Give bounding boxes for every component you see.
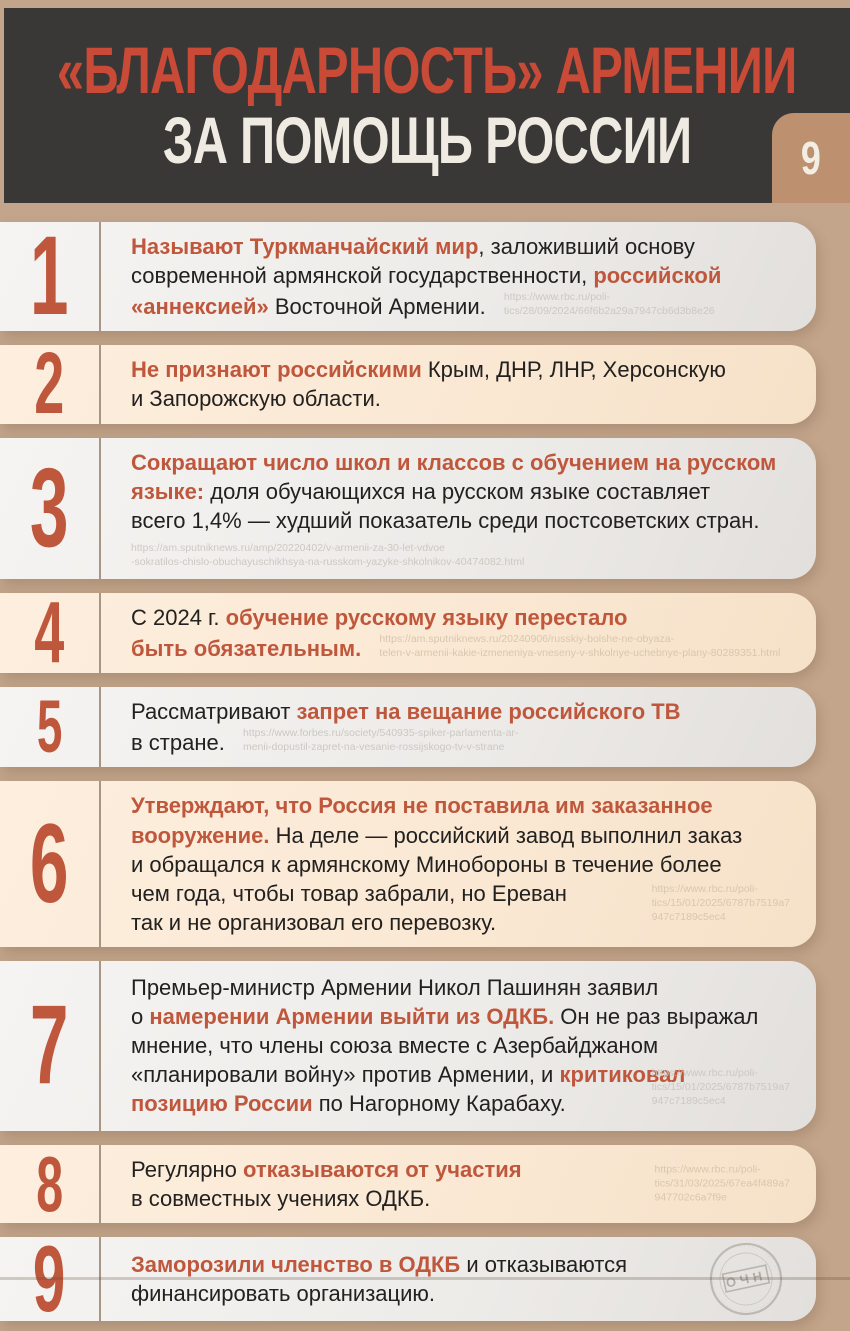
item-text-highlight: критиковал позицию России bbox=[131, 1062, 686, 1117]
item-text-plain: С 2024 г. bbox=[131, 605, 226, 630]
item-number: 2 bbox=[34, 335, 65, 433]
stamp-icon: ОЧН ····· ···· ······· ····· ···· ·······… bbox=[701, 1234, 791, 1324]
item-number-cell: 5 bbox=[0, 685, 101, 769]
item-text-plain: Восточной Армении. bbox=[268, 294, 492, 320]
item-text-highlight: намерении Армении выйти из ОДКБ. bbox=[149, 1004, 555, 1030]
item-body: Утверждают, что Россия не поставила им з… bbox=[101, 781, 816, 946]
svg-text:····· ···· ······· ····· ····: ····· ···· ······· ····· ···· ······· ··… bbox=[704, 1237, 787, 1320]
header: «БЛАГОДАРНОСТЬ» АРМЕНИИ ЗА ПОМОЩЬ РОССИИ… bbox=[4, 8, 850, 203]
item-text: Утверждают, что Россия не поставила им з… bbox=[131, 791, 800, 936]
item-text-plain: Крым, ДНР, ЛНР, Херсонскую и Запорожскую… bbox=[131, 357, 726, 412]
item-text-plain: Премьер-министр Армении Никол Пашинян за… bbox=[131, 975, 659, 1030]
item-text-highlight: Называют Туркманчайский мир bbox=[131, 234, 479, 259]
item-body: Называют Туркманчайский мир, заложивший … bbox=[101, 222, 816, 331]
item-text-plain: доля обучающихся на русском языке состав… bbox=[131, 478, 760, 533]
page-title-line-1: «БЛАГОДАРНОСТЬ» АРМЕНИИ bbox=[57, 32, 797, 107]
item-number: 4 bbox=[34, 583, 65, 681]
item-number-cell: 9 bbox=[0, 1225, 101, 1331]
item-row-3: 3 Сокращают число школ и классов с обучен… bbox=[0, 437, 816, 579]
source-url: https://www.rbc.ru/poli-tics/15/01/2025/… bbox=[651, 1067, 790, 1108]
item-text: Сокращают число школ и классов с обучени… bbox=[131, 448, 800, 535]
item-text-highlight: Заморозили членство в ОДКБ bbox=[131, 1251, 461, 1277]
item-text-highlight: Утверждают, что Россия не поставила им з… bbox=[131, 793, 713, 848]
item-text-highlight: запрет на вещание российского ТВ bbox=[296, 699, 681, 725]
item-text: Называют Туркманчайский мир, заложивший … bbox=[131, 232, 800, 321]
item-text-plain: в совместных учениях ОДКБ. bbox=[131, 1185, 431, 1211]
item-row-6: 6 Утверждают, что Россия не поставила им … bbox=[0, 781, 816, 947]
item-text-highlight: Не признают российскими bbox=[131, 357, 422, 383]
source-url: https://am.sputniknews.ru/20240906/russk… bbox=[379, 633, 781, 660]
items-list: 1 Называют Туркманчайский мир, заложивший… bbox=[0, 213, 816, 1331]
item-text-highlight: Сокращают число школ и классов с обучени… bbox=[131, 449, 777, 504]
item-text: С 2024 г. обучение русскому языку перест… bbox=[131, 603, 800, 663]
item-text-plain: по Нагорному Карабаху. bbox=[312, 1091, 572, 1117]
item-row-7: 7 Премьер-министр Армении Никол Пашинян з… bbox=[0, 960, 816, 1131]
page-title-line-2: ЗА ПОМОЩЬ РОССИИ bbox=[162, 102, 692, 177]
item-row-5: 5 Рассматривают запрет на вещание российс… bbox=[0, 685, 816, 769]
item-body: Премьер-министр Армении Никол Пашинян за… bbox=[101, 961, 816, 1131]
item-text-highlight: отказываются от участия bbox=[242, 1156, 522, 1182]
item-text-plain: Он не раз выражал мнение, что члены союз… bbox=[131, 1004, 759, 1088]
item-number-cell: 2 bbox=[0, 335, 101, 433]
item-body: Заморозили членство в ОДКБ и отказываютс… bbox=[101, 1237, 816, 1322]
item-text-plain: в стране. bbox=[131, 730, 225, 756]
item-text: Заморозили членство в ОДКБ и отказываютс… bbox=[131, 1250, 800, 1308]
item-number: 9 bbox=[33, 1225, 66, 1331]
item-number: 8 bbox=[36, 1139, 63, 1228]
item-text-highlight: обучение русскому языку перестало быть о… bbox=[131, 605, 628, 662]
item-text: Премьер-министр Армении Никол Пашинян за… bbox=[131, 973, 800, 1118]
item-number-cell: 8 bbox=[0, 1139, 101, 1228]
item-body: Сокращают число школ и классов с обучени… bbox=[101, 438, 816, 579]
item-text-plain: На деле — российский завод выполнил зака… bbox=[131, 822, 743, 935]
source-url: https://www.rbc.ru/poli-tics/31/03/2025/… bbox=[654, 1163, 790, 1204]
item-text-highlight: российской «аннексией» bbox=[131, 263, 722, 320]
item-number: 3 bbox=[30, 444, 69, 570]
item-number: 7 bbox=[30, 982, 69, 1108]
item-number: 1 bbox=[30, 213, 69, 339]
item-text-plain: , заложивший основу современной армянско… bbox=[131, 234, 695, 289]
item-number: 6 bbox=[30, 800, 69, 926]
item-number-cell: 1 bbox=[0, 213, 101, 339]
page-number-tab: 9 bbox=[772, 113, 850, 203]
item-text: Регулярно отказываются от участия в совм… bbox=[131, 1155, 800, 1213]
item-body: Не признают российскими Крым, ДНР, ЛНР, … bbox=[101, 345, 816, 423]
item-number-cell: 3 bbox=[0, 437, 101, 579]
source-url: https://www.rbc.ru/poli-tics/15/01/2025/… bbox=[651, 883, 790, 924]
item-number-cell: 4 bbox=[0, 583, 101, 681]
item-text: Рассматривают запрет на вещание российск… bbox=[131, 697, 800, 757]
item-row-1: 1 Называют Туркманчайский мир, заложивший… bbox=[0, 213, 816, 339]
source-url: https://www.rbc.ru/poli-tics/28/09/2024/… bbox=[503, 291, 715, 318]
item-text-plain: Рассматривают bbox=[131, 699, 297, 725]
item-body: Рассматривают запрет на вещание российск… bbox=[101, 687, 816, 767]
source-url: https://am.sputniknews.ru/amp/20220402/v… bbox=[131, 541, 525, 568]
page-number: 9 bbox=[801, 132, 821, 184]
item-text: Не признают российскими Крым, ДНР, ЛНР, … bbox=[131, 355, 800, 413]
item-row-9: 9 Заморозили членство в ОДКБ и отказывают… bbox=[0, 1225, 816, 1331]
source-url: https://www.forbes.ru/society/540935-spi… bbox=[242, 727, 519, 754]
infographic-page: «БЛАГОДАРНОСТЬ» АРМЕНИИ ЗА ПОМОЩЬ РОССИИ… bbox=[0, 8, 850, 1325]
item-row-2: 2 Не признают российскими Крым, ДНР, ЛНР,… bbox=[0, 335, 816, 433]
item-number-cell: 6 bbox=[0, 781, 101, 947]
item-text-plain: Регулярно bbox=[131, 1156, 243, 1182]
item-number: 5 bbox=[36, 685, 63, 769]
item-row-8: 8 Регулярно отказываются от участия в сов… bbox=[0, 1139, 816, 1228]
item-row-4: 4 С 2024 г. обучение русскому языку перес… bbox=[0, 583, 816, 681]
item-body: Регулярно отказываются от участия в совм… bbox=[101, 1145, 816, 1223]
item-number-cell: 7 bbox=[0, 960, 101, 1131]
item-body: С 2024 г. обучение русскому языку перест… bbox=[101, 593, 816, 673]
